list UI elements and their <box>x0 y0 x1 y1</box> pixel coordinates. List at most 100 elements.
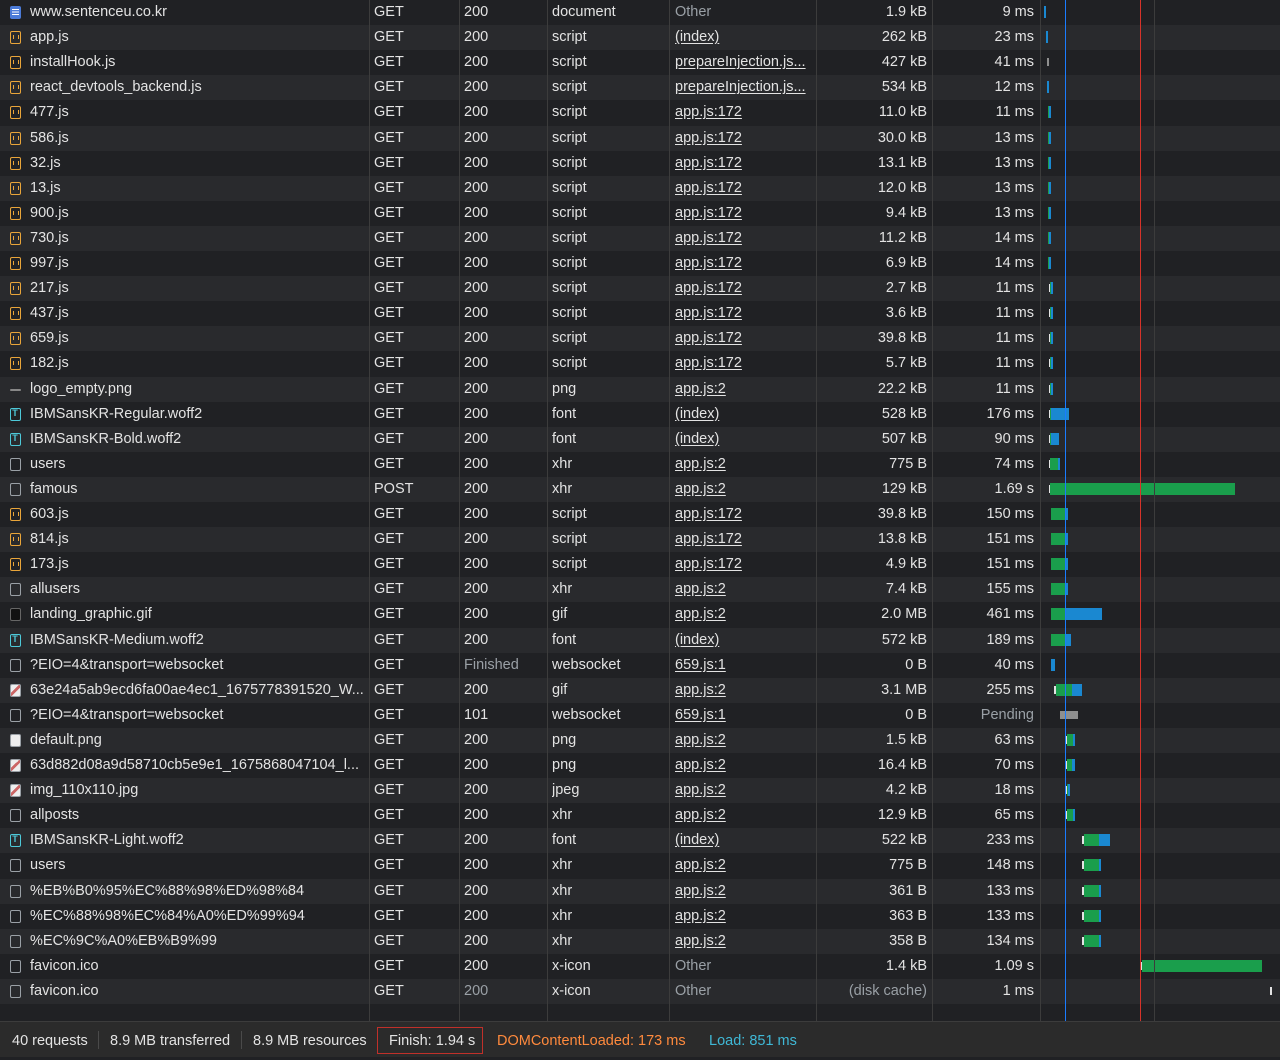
request-initiator[interactable]: app.js:172 <box>675 305 742 322</box>
table-row[interactable]: IBMSansKR-Bold.woff2 GET 200 font (index) 507… <box>0 426 1280 452</box>
table-row[interactable]: 730.js GET 200 script app.js:172 11.2 kB 14 ms <box>0 225 1280 251</box>
request-name[interactable]: favicon.ico <box>30 982 99 999</box>
request-name[interactable]: installHook.js <box>30 54 116 71</box>
request-name[interactable]: img_110x110.jpg <box>30 782 139 799</box>
request-initiator[interactable]: app.js:2 <box>675 857 726 874</box>
request-initiator[interactable]: app.js:172 <box>675 179 742 196</box>
table-row[interactable]: ?EIO=4&transport=websocket GET 101 websocke… <box>0 703 1280 728</box>
request-name[interactable]: famous <box>30 480 78 497</box>
request-initiator[interactable]: app.js:2 <box>675 731 726 748</box>
request-initiator[interactable]: app.js:172 <box>675 556 742 573</box>
request-name[interactable]: 63e24a5ab9ecd6fa00ae4ec1_1675778391520_W… <box>30 681 364 698</box>
request-initiator[interactable]: 659.js:1 <box>675 706 726 723</box>
request-name[interactable]: react_devtools_backend.js <box>30 79 202 96</box>
table-row[interactable]: app.js GET 200 script (index) 262 kB 23 ms <box>0 25 1280 51</box>
request-name[interactable]: landing_graphic.gif <box>30 606 152 623</box>
request-name[interactable]: IBMSansKR-Light.woff2 <box>30 832 184 849</box>
request-name[interactable]: 173.js <box>30 556 69 573</box>
column-divider[interactable] <box>369 0 370 1021</box>
request-name[interactable]: users <box>30 857 66 874</box>
request-name[interactable]: 13.js <box>30 179 61 196</box>
request-name[interactable]: 182.js <box>30 355 69 372</box>
request-initiator[interactable]: app.js:172 <box>675 129 742 146</box>
table-row[interactable]: IBMSansKR-Light.woff2 GET 200 font (index) 52… <box>0 828 1280 854</box>
table-row[interactable]: favicon.ico GET 200 x-icon Other 1.4 kB 1.09 s <box>0 954 1280 979</box>
request-initiator[interactable]: app.js:2 <box>675 907 726 924</box>
request-name[interactable]: users <box>30 455 66 472</box>
request-initiator[interactable]: app.js:172 <box>675 255 742 271</box>
request-initiator[interactable]: app.js:2 <box>675 455 726 472</box>
request-initiator[interactable]: app.js:172 <box>675 280 742 297</box>
request-initiator[interactable]: 659.js:1 <box>675 656 726 673</box>
request-initiator[interactable]: app.js:172 <box>675 204 742 221</box>
request-name[interactable]: 217.js <box>30 280 69 297</box>
table-row[interactable]: 63e24a5ab9ecd6fa00ae4ec1_1675778391520_W… <box>0 677 1280 703</box>
request-initiator[interactable]: app.js:172 <box>675 104 742 121</box>
request-initiator[interactable]: app.js:172 <box>675 531 742 548</box>
table-row[interactable]: 900.js GET 200 script app.js:172 9.4 kB 13 ms <box>0 201 1280 226</box>
table-row[interactable]: landing_graphic.gif GET 200 gif app.js:2 2.0 … <box>0 602 1280 627</box>
request-initiator[interactable]: app.js:2 <box>675 606 726 623</box>
request-name[interactable]: 437.js <box>30 305 69 322</box>
table-row[interactable]: 603.js GET 200 script app.js:172 39.8 kB 150 m… <box>0 502 1280 527</box>
request-name[interactable]: default.png <box>30 731 102 748</box>
request-name[interactable]: 586.js <box>30 129 69 146</box>
request-initiator[interactable]: app.js:172 <box>675 355 742 372</box>
table-row[interactable]: famous POST 200 xhr app.js:2 129 kB 1.69 s <box>0 476 1280 502</box>
request-name[interactable]: IBMSansKR-Bold.woff2 <box>30 430 182 447</box>
request-initiator[interactable]: prepareInjection.js... <box>675 54 806 71</box>
column-divider[interactable] <box>669 0 670 1021</box>
table-row[interactable]: IBMSansKR-Medium.woff2 GET 200 font (index) 5… <box>0 627 1280 653</box>
request-initiator[interactable]: prepareInjection.js... <box>675 79 806 96</box>
request-initiator[interactable]: app.js:2 <box>675 581 726 598</box>
request-initiator[interactable]: app.js:2 <box>675 480 726 497</box>
request-initiator[interactable]: app.js:2 <box>675 807 726 824</box>
table-row[interactable]: 997.js GET 200 script app.js:172 6.9 kB 14 ms <box>0 251 1280 276</box>
table-row[interactable]: ?EIO=4&transport=websocket GET Finished web… <box>0 653 1280 678</box>
request-name[interactable]: app.js <box>30 29 69 46</box>
column-divider[interactable] <box>816 0 817 1021</box>
request-name[interactable]: allposts <box>30 807 80 824</box>
request-name[interactable]: 997.js <box>30 255 69 271</box>
request-initiator[interactable]: app.js:172 <box>675 154 742 171</box>
request-initiator[interactable]: (index) <box>675 631 720 648</box>
request-name[interactable]: ?EIO=4&transport=websocket <box>30 706 224 723</box>
table-row[interactable]: 814.js GET 200 script app.js:172 13.8 kB 151 m… <box>0 527 1280 553</box>
column-divider[interactable] <box>459 0 460 1021</box>
request-initiator[interactable]: (index) <box>675 430 720 447</box>
request-initiator[interactable]: app.js:2 <box>675 932 726 949</box>
table-row[interactable]: users GET 200 xhr app.js:2 775 B 74 ms <box>0 452 1280 477</box>
table-row[interactable]: 182.js GET 200 script app.js:172 5.7 kB 11 ms <box>0 351 1280 376</box>
request-name[interactable]: 32.js <box>30 154 61 171</box>
column-divider[interactable] <box>1154 0 1155 1021</box>
table-row[interactable]: 437.js GET 200 script app.js:172 3.6 kB 11 ms <box>0 301 1280 326</box>
request-name[interactable]: 477.js <box>30 104 69 121</box>
column-divider[interactable] <box>1040 0 1041 1021</box>
request-name[interactable]: 63d882d08a9d58710cb5e9e1_1675868047104_l… <box>30 757 359 773</box>
request-name[interactable]: 603.js <box>30 506 69 522</box>
request-name[interactable]: %EB%B0%95%EC%88%98%ED%98%84 <box>30 882 305 899</box>
table-row[interactable]: 586.js GET 200 script app.js:172 30.0 kB 13 ms <box>0 125 1280 151</box>
table-row[interactable]: logo_empty.png GET 200 png app.js:2 22.2 kB 11… <box>0 376 1280 402</box>
table-row[interactable]: 63d882d08a9d58710cb5e9e1_1675868047104_l… <box>0 753 1280 778</box>
table-row[interactable]: 659.js GET 200 script app.js:172 39.8 kB 11 ms <box>0 326 1280 352</box>
table-row[interactable]: users GET 200 xhr app.js:2 775 B 148 ms <box>0 853 1280 878</box>
table-row[interactable]: IBMSansKR-Regular.woff2 GET 200 font (index)… <box>0 402 1280 427</box>
request-initiator[interactable]: (index) <box>675 405 720 422</box>
request-name[interactable]: logo_empty.png <box>30 380 133 397</box>
request-name[interactable]: www.sentenceu.co.kr <box>30 4 168 20</box>
request-name[interactable]: %EC%9C%A0%EB%B9%99 <box>30 932 217 949</box>
request-initiator[interactable]: app.js:2 <box>675 757 726 773</box>
request-name[interactable]: 900.js <box>30 204 69 221</box>
table-row[interactable]: allusers GET 200 xhr app.js:2 7.4 kB 155 ms <box>0 577 1280 603</box>
request-initiator[interactable]: app.js:172 <box>675 229 742 246</box>
request-initiator[interactable]: (index) <box>675 29 720 46</box>
table-row[interactable]: img_110x110.jpg GET 200 jpeg app.js:2 4.2 kB 1… <box>0 778 1280 804</box>
column-divider[interactable] <box>547 0 548 1021</box>
table-row[interactable]: 32.js GET 200 script app.js:172 13.1 kB 13 ms <box>0 151 1280 176</box>
table-row[interactable]: 217.js GET 200 script app.js:172 2.7 kB 11 ms <box>0 276 1280 302</box>
table-row[interactable]: www.sentenceu.co.kr GET 200 document Other 1.… <box>0 0 1280 25</box>
table-row[interactable]: %EC%9C%A0%EB%B9%99 GET 200 xhr app.js:2 358 B… <box>0 928 1280 954</box>
request-name[interactable]: IBMSansKR-Medium.woff2 <box>30 631 204 648</box>
request-initiator[interactable]: app.js:2 <box>675 882 726 899</box>
